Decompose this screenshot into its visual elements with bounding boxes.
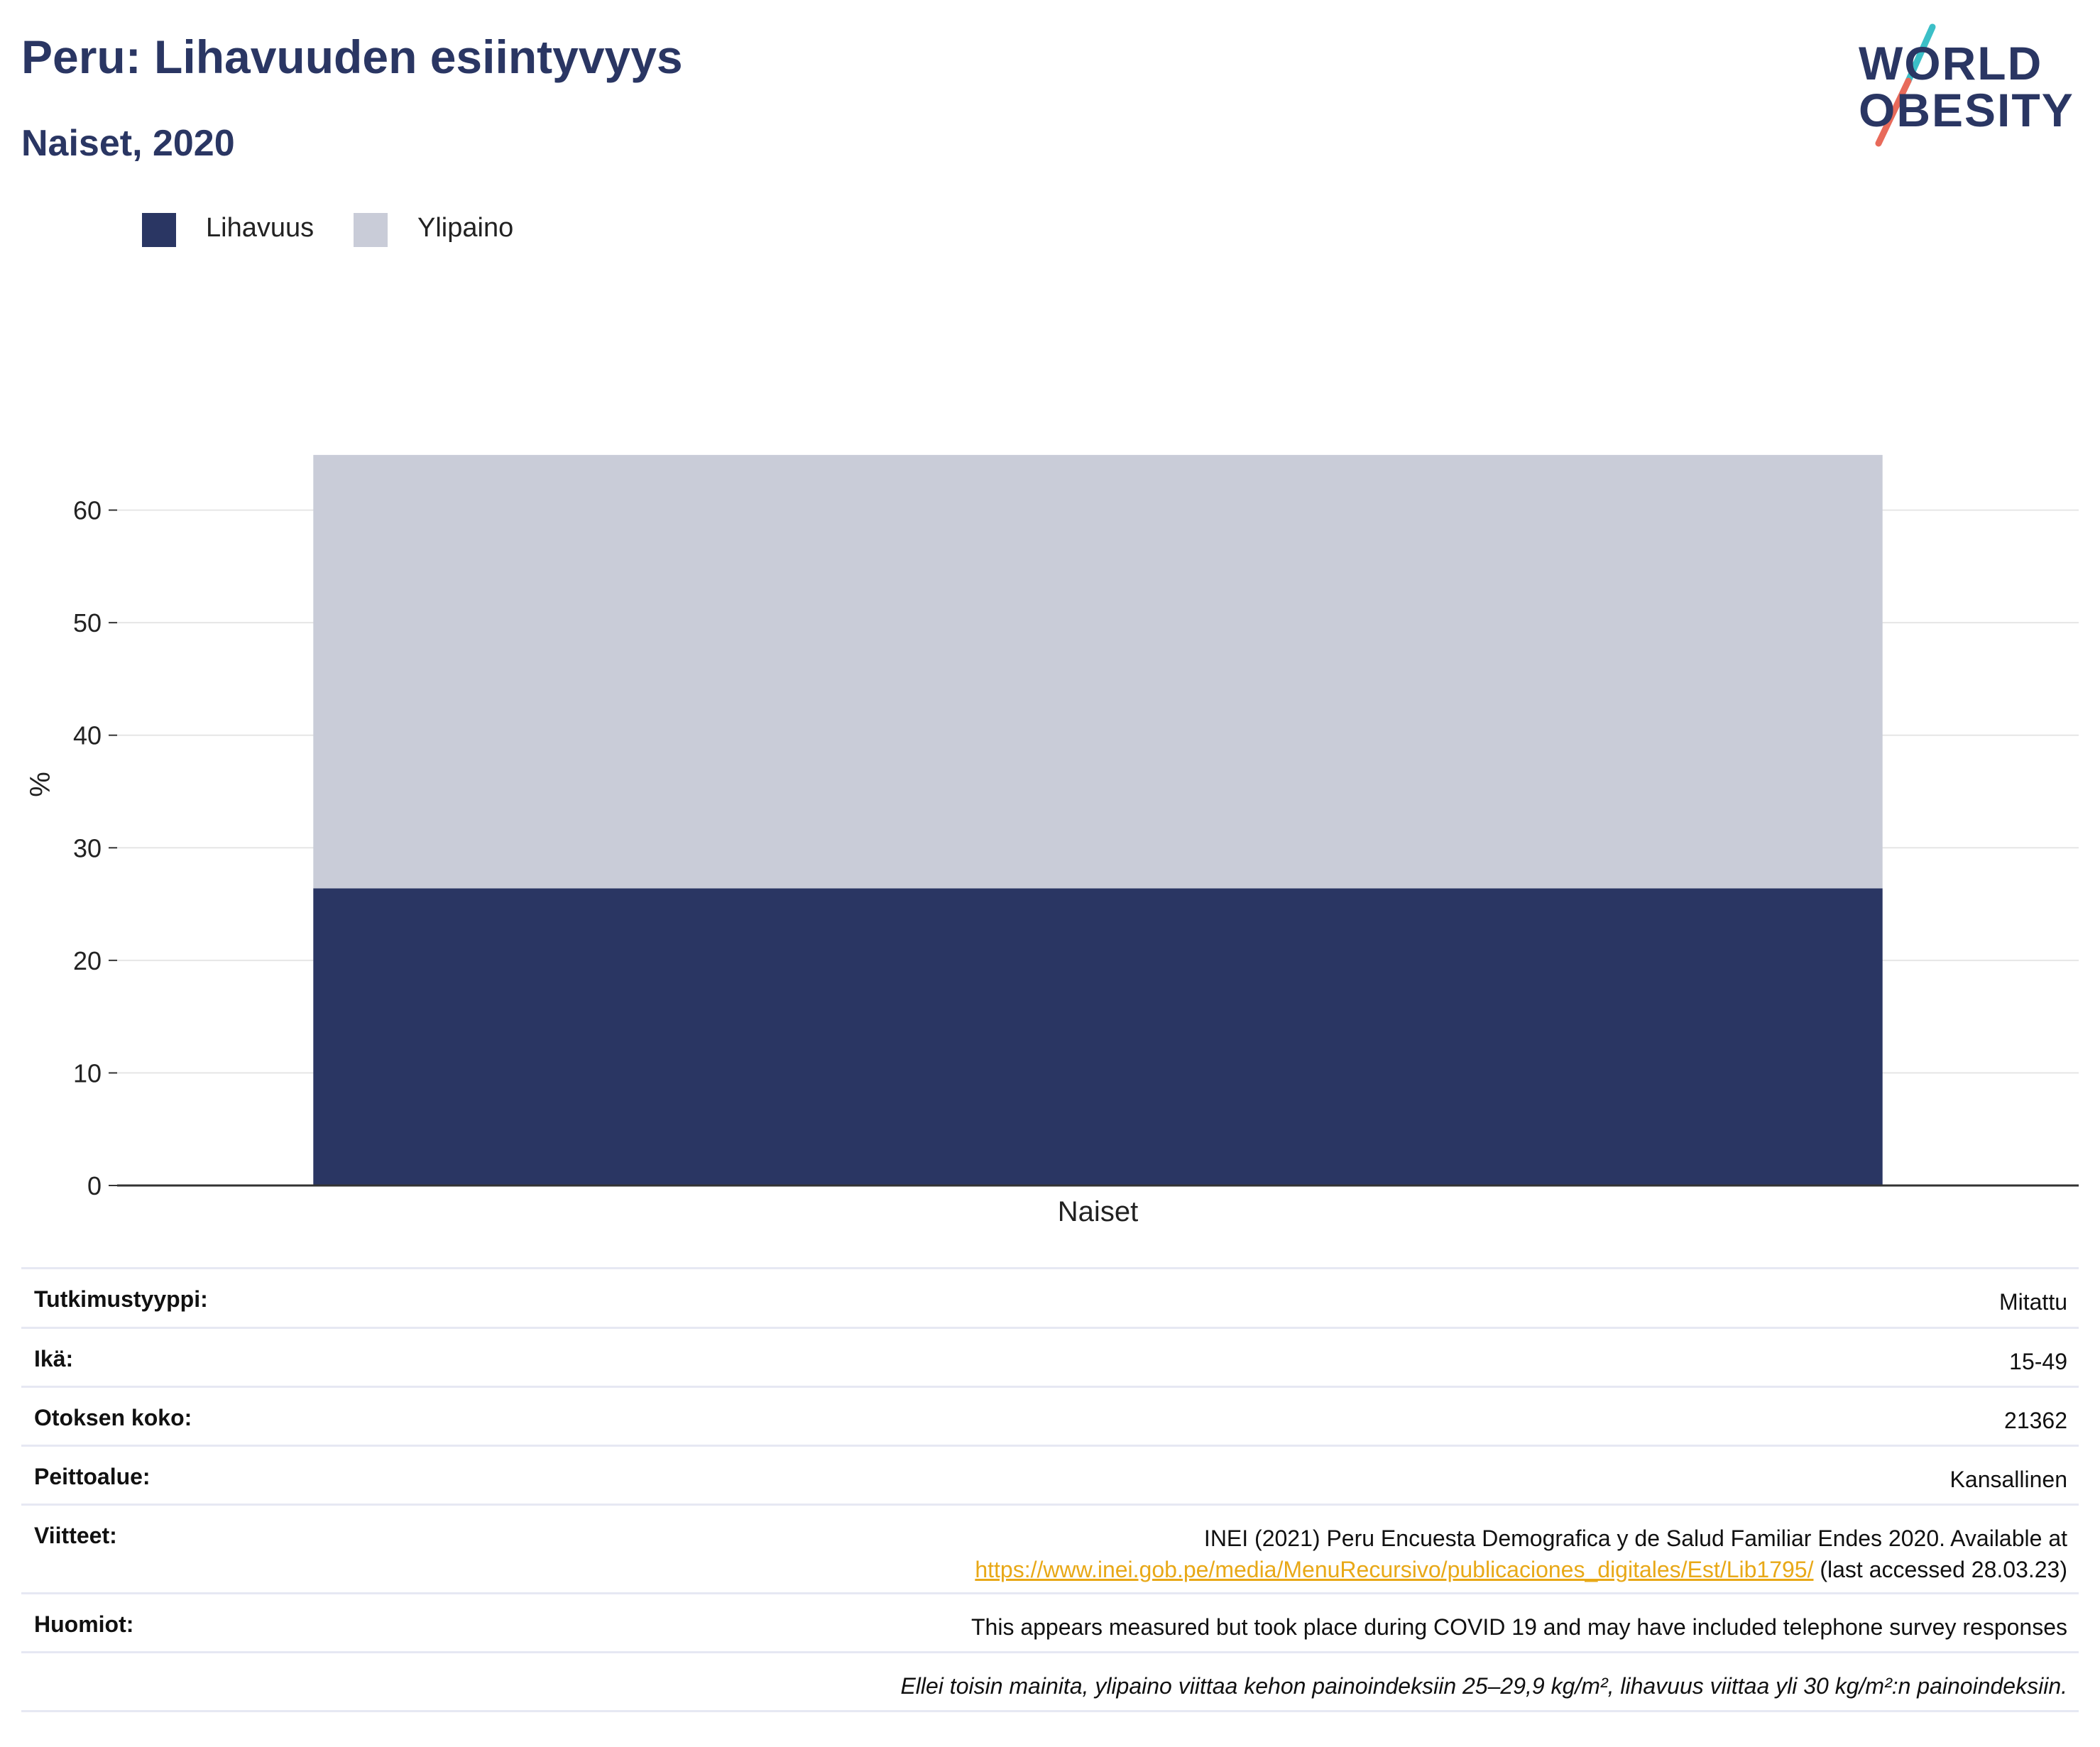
y-tick-label: 60 [73,496,102,525]
detail-value: This appears measured but took place dur… [970,1614,2067,1640]
detail-value: 15-49 [2009,1349,2067,1374]
detail-key: Otoksen koko: [34,1405,192,1430]
table-bottom-border [21,1710,2079,1712]
legend-swatch-ylipaino [354,213,388,247]
detail-row-age: Ikä: 15-49 [21,1327,2079,1386]
detail-key: Peittoalue: [34,1464,151,1489]
y-tick-label: 20 [73,946,102,975]
logo-slash-icon [1875,23,1936,147]
reference-text: INEI (2021) Peru Encuesta Demografica y … [1203,1526,2067,1551]
reference-link[interactable]: https://www.inei.gob.pe/media/MenuRecurs… [975,1557,1814,1582]
detail-row-sample-size: Otoksen koko: 21362 [21,1386,2079,1445]
legend-label-ylipaino: Ylipaino [417,213,514,243]
legend-label-lihavuus: Lihavuus [206,213,315,243]
y-axis-label: % [25,772,56,797]
reference-value: INEI (2021) Peru Encuesta Demografica y … [975,1523,2067,1585]
legend-swatch-lihavuus [142,213,176,247]
world-obesity-logo: WORLD OBESITY [1853,21,2087,149]
detail-value: 21362 [2004,1408,2067,1433]
bar-ylipaino [313,454,1883,889]
y-tick-label: 10 [73,1058,102,1088]
stacked-bar-chart: 0 10 20 30 40 50 60% Naiset [25,454,2079,1227]
detail-value: Kansallinen [1949,1467,2067,1492]
detail-key: Viitteet: [34,1523,117,1548]
y-tick-label: 50 [73,608,102,637]
footnote-text: Ellei toisin mainita, ylipaino viittaa k… [900,1673,2067,1699]
detail-row-footnote: Ellei toisin mainita, ylipaino viittaa k… [21,1651,2079,1710]
logo-text-obesity: OBESITY [1859,84,2074,136]
detail-row-references: Viitteet: INEI (2021) Peru Encuesta Demo… [21,1504,2079,1592]
x-tick-label: Naiset [1058,1196,1138,1227]
y-tick-label: 0 [87,1171,102,1200]
detail-row-coverage: Peittoalue: Kansallinen [21,1445,2079,1504]
reference-suffix: (last accessed 28.03.23) [1813,1557,2067,1582]
detail-key: Ikä: [34,1346,74,1371]
detail-row-notes: Huomiot: This appears measured but took … [21,1592,2079,1651]
detail-key: Tutkimustyyppi: [34,1286,208,1312]
study-details-table: Tutkimustyyppi: Mitattu Ikä: 15-49 Otoks… [21,1267,2079,1712]
page-title: Peru: Lihavuuden esiintyvyys [21,31,683,83]
y-tick-label: 30 [73,833,102,862]
detail-value: Mitattu [1998,1289,2067,1315]
y-tick-label: 40 [73,721,102,750]
detail-key: Huomiot: [34,1611,134,1637]
logo-text-world: WORLD [1859,37,2043,89]
detail-row-study-type: Tutkimustyyppi: Mitattu [21,1267,2079,1327]
page-subtitle: Naiset, 2020 [21,123,235,164]
bar-lihavuus [313,888,1883,1185]
